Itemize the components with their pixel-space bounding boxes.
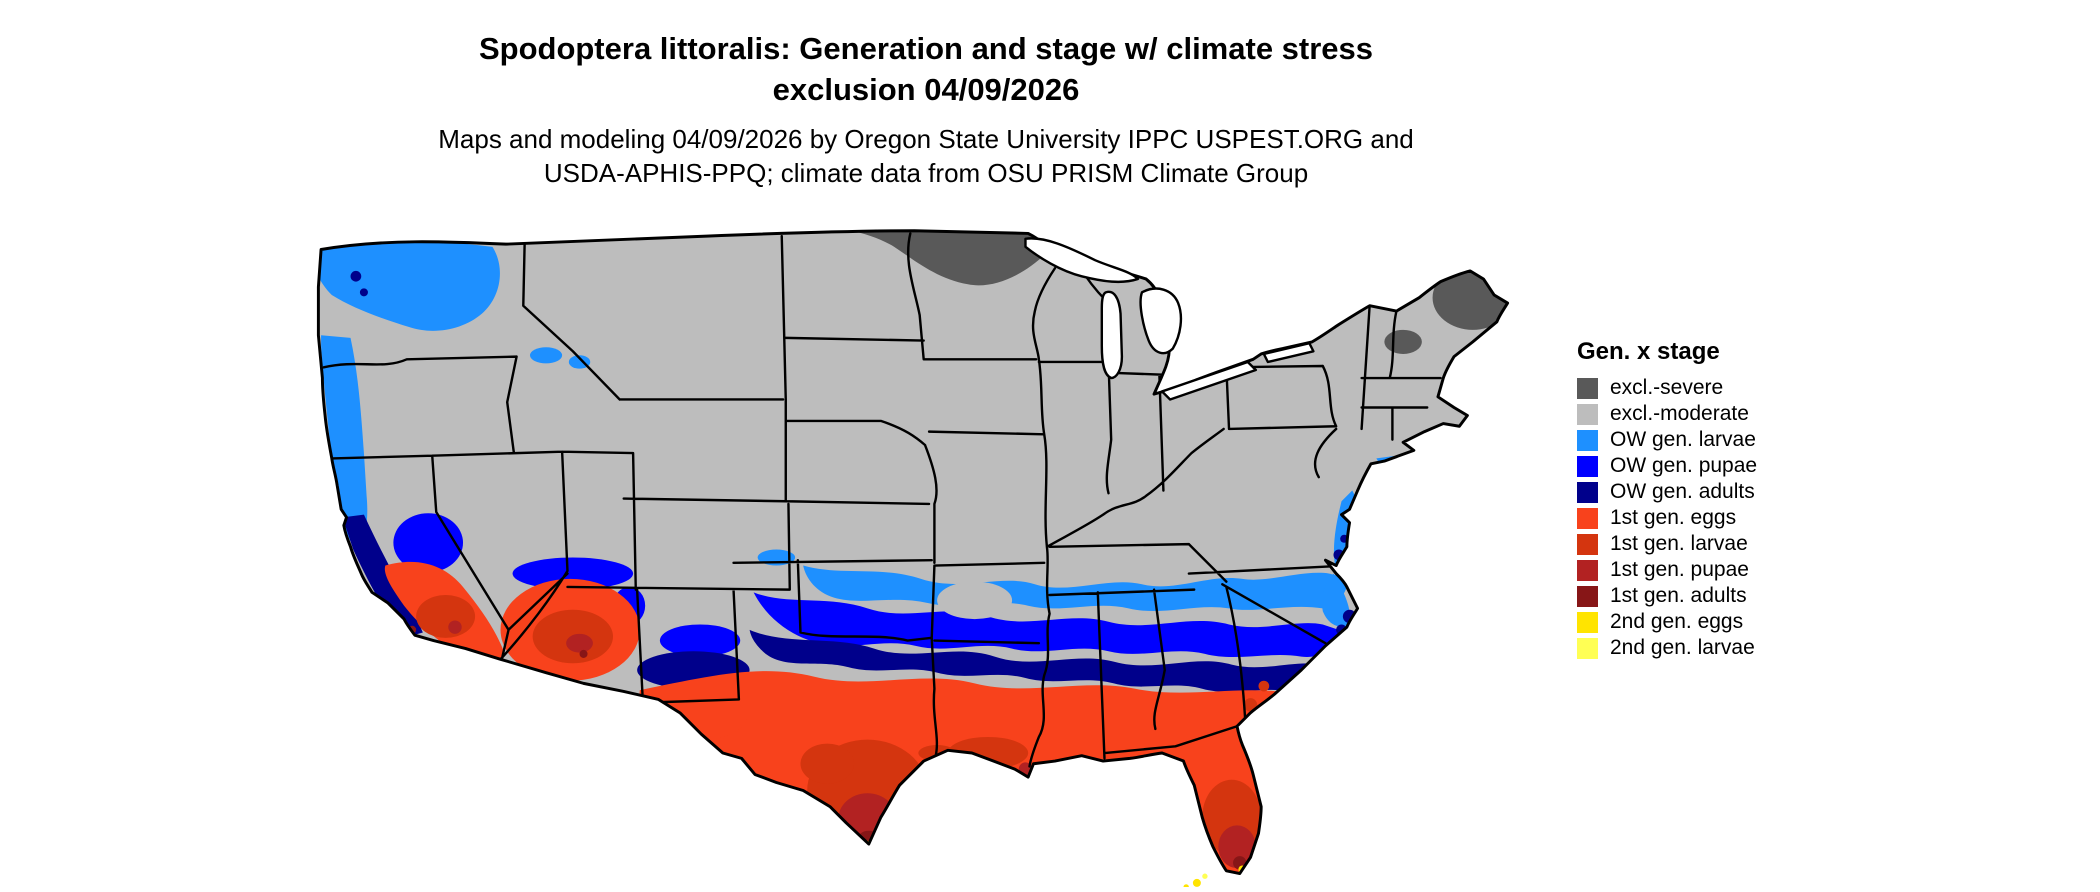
legend-label-gen1-larvae: 1st gen. larvae bbox=[1610, 532, 1748, 555]
lake-huron bbox=[1139, 287, 1183, 355]
us-map-svg bbox=[316, 229, 1510, 887]
legend-item-gen2-larvae: 2nd gen. larvae bbox=[1577, 635, 1757, 661]
legend-item-gen2-eggs: 2nd gen. eggs bbox=[1577, 609, 1757, 635]
legend-label-excl-severe: excl.-severe bbox=[1610, 376, 1724, 399]
lake-michigan bbox=[1100, 290, 1124, 380]
legend-label-gen1-adults: 1st gen. adults bbox=[1610, 584, 1747, 607]
legend-label-excl-moderate: excl.-moderate bbox=[1610, 402, 1749, 425]
legend-swatch-gen1-eggs bbox=[1577, 507, 1598, 529]
legend-swatch-excl-moderate bbox=[1577, 403, 1598, 425]
legend-swatch-ow-larvae bbox=[1577, 429, 1598, 451]
us-outline bbox=[316, 229, 1510, 876]
legend-swatch-gen1-pupae bbox=[1577, 559, 1598, 581]
lake-ontario bbox=[1262, 342, 1315, 364]
florida-keys-dots bbox=[1183, 873, 1208, 887]
legend-item-gen1-adults: 1st gen. adults bbox=[1577, 583, 1757, 609]
subtitle-line-1: Maps and modeling 04/09/2026 by Oregon S… bbox=[438, 124, 1414, 154]
legend-item-ow-pupae: OW gen. pupae bbox=[1577, 453, 1757, 479]
legend-label-gen2-larvae: 2nd gen. larvae bbox=[1610, 636, 1755, 659]
legend-title: Gen. x stage bbox=[1577, 338, 1720, 365]
legend-swatch-gen2-larvae bbox=[1577, 637, 1598, 659]
legend-swatch-excl-severe bbox=[1577, 377, 1598, 399]
legend-label-ow-pupae: OW gen. pupae bbox=[1610, 454, 1758, 477]
title-line-2: exclusion 04/09/2026 bbox=[772, 72, 1080, 107]
legend-item-gen1-eggs: 1st gen. eggs bbox=[1577, 505, 1757, 531]
title-line-1: Spodoptera littoralis: Generation and st… bbox=[478, 31, 1374, 66]
legend-item-ow-adults: OW gen. adults bbox=[1577, 479, 1757, 505]
legend-item-excl-severe: excl.-severe bbox=[1577, 375, 1757, 401]
legend-item-ow-larvae: OW gen. larvae bbox=[1577, 427, 1757, 453]
region-excl-moderate-ozark bbox=[937, 581, 1013, 620]
legend-label-ow-adults: OW gen. adults bbox=[1610, 480, 1755, 503]
lake-erie bbox=[1160, 360, 1258, 401]
great-lakes bbox=[1024, 237, 1315, 401]
page-subtitle: Maps and modeling 04/09/2026 by Oregon S… bbox=[0, 122, 1852, 190]
region-gen2 bbox=[856, 838, 1247, 874]
legend-items: excl.-severe excl.-moderate OW gen. larvae… bbox=[1577, 375, 1757, 661]
state-borders bbox=[322, 232, 1442, 768]
legend-item-gen1-pupae: 1st gen. pupae bbox=[1577, 557, 1757, 583]
legend-swatch-ow-pupae bbox=[1577, 455, 1598, 477]
legend: Gen. x stage excl.-severe excl.-moderate O… bbox=[1577, 338, 1757, 661]
page-title: Spodoptera littoralis: Generation and st… bbox=[0, 28, 1852, 110]
region-excl-moderate-base bbox=[318, 230, 1508, 874]
legend-swatch-gen2-eggs bbox=[1577, 611, 1598, 633]
legend-swatch-ow-adults bbox=[1577, 481, 1598, 503]
legend-label-ow-larvae: OW gen. larvae bbox=[1610, 428, 1756, 451]
lake-superior bbox=[1024, 237, 1140, 284]
legend-item-excl-moderate: excl.-moderate bbox=[1577, 401, 1757, 427]
legend-item-gen1-larvae: 1st gen. larvae bbox=[1577, 531, 1757, 557]
legend-label-gen1-pupae: 1st gen. pupae bbox=[1610, 558, 1749, 581]
legend-swatch-gen1-larvae bbox=[1577, 533, 1598, 555]
subtitle-line-2: USDA-APHIS-PPQ; climate data from OSU PR… bbox=[543, 158, 1309, 188]
legend-label-gen2-eggs: 2nd gen. eggs bbox=[1610, 610, 1744, 633]
legend-label-gen1-eggs: 1st gen. eggs bbox=[1610, 506, 1737, 529]
region-ow-pupae bbox=[393, 513, 1339, 658]
us-map bbox=[305, 228, 1529, 887]
legend-swatch-gen1-adults bbox=[1577, 585, 1598, 607]
